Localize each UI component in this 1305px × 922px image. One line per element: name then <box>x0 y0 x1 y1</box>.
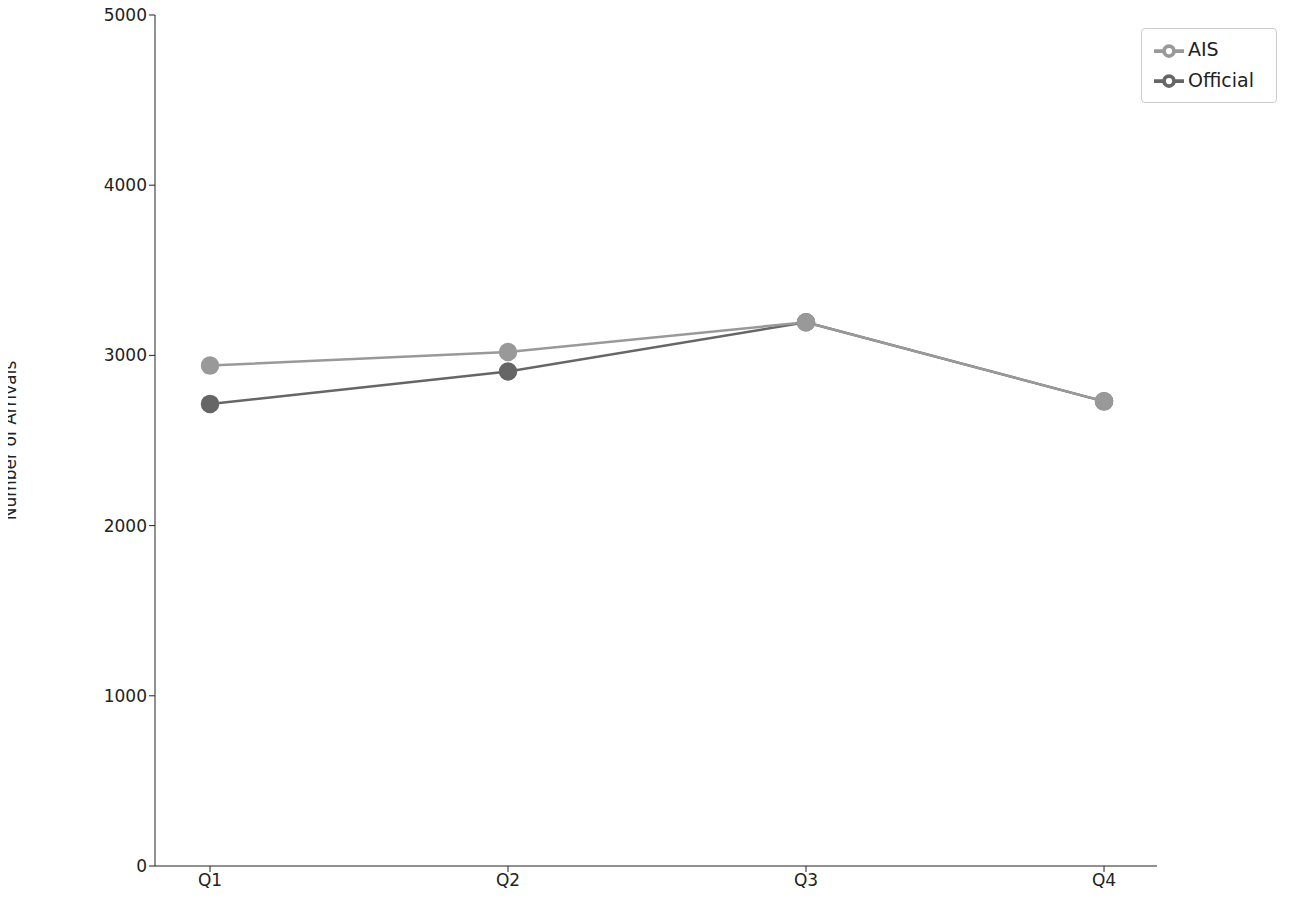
svg-text:3000: 3000 <box>104 345 147 365</box>
svg-text:1000: 1000 <box>104 686 147 706</box>
svg-text:Q3: Q3 <box>794 870 818 890</box>
svg-text:2000: 2000 <box>104 516 147 536</box>
svg-text:Q4: Q4 <box>1092 870 1116 890</box>
svg-text:Q1: Q1 <box>198 870 222 890</box>
html-text:AIS: AIS <box>1188 38 1219 60</box>
html-text:Official: Official <box>1188 68 1254 91</box>
svg-text:Q2: Q2 <box>496 870 520 890</box>
svg-text:4000: 4000 <box>104 175 147 195</box>
svg-text:0: 0 <box>136 856 147 876</box>
svg-text:5000: 5000 <box>104 8 147 25</box>
svg-text:Number of Arrivals: Number of Arrivals <box>8 361 20 521</box>
